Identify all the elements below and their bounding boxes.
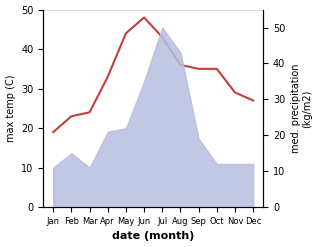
Y-axis label: max temp (C): max temp (C) <box>5 75 16 142</box>
X-axis label: date (month): date (month) <box>112 231 194 242</box>
Y-axis label: med. precipitation
(kg/m2): med. precipitation (kg/m2) <box>291 64 313 153</box>
